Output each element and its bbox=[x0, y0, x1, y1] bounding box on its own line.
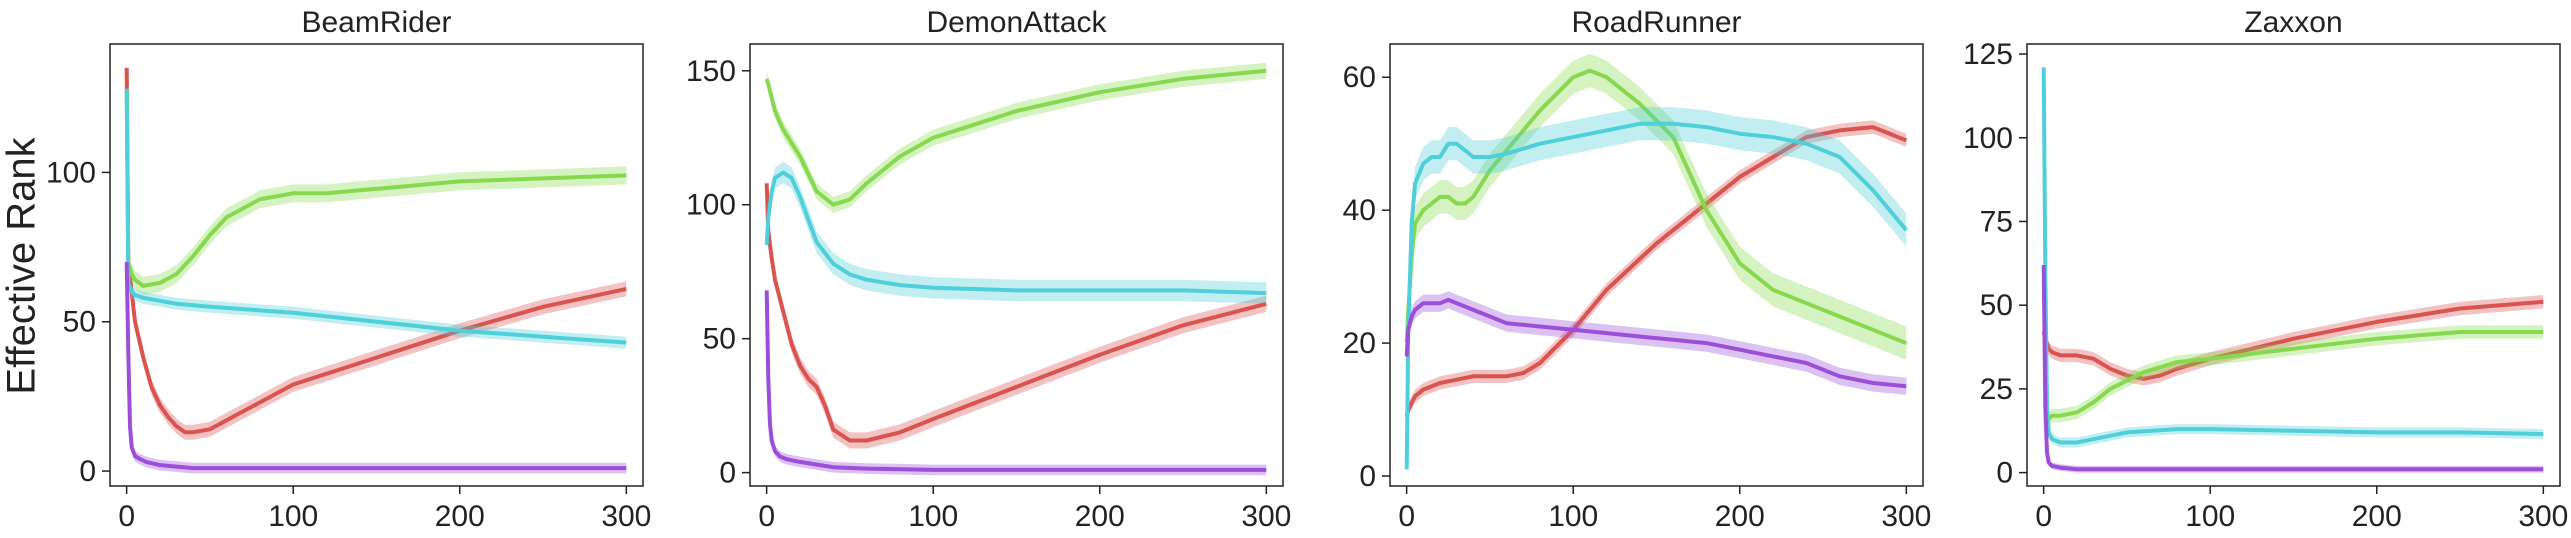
x-tick-label: 300 bbox=[601, 500, 651, 533]
y-tick-label: 0 bbox=[1996, 457, 2013, 490]
x-tick-label: 100 bbox=[268, 500, 318, 533]
axes-frame-zaxxon bbox=[2027, 44, 2560, 486]
series-line-red bbox=[767, 183, 1267, 440]
series-line-green bbox=[127, 89, 627, 286]
x-tick-label: 100 bbox=[1548, 500, 1598, 533]
x-tick-label: 200 bbox=[2352, 500, 2402, 533]
x-tick-label: 0 bbox=[2035, 500, 2052, 533]
x-tick-label: 0 bbox=[1398, 500, 1415, 533]
y-tick-label: 40 bbox=[1343, 194, 1376, 227]
x-tick-label: 100 bbox=[908, 500, 958, 533]
chart-title-roadrunner: RoadRunner bbox=[1571, 6, 1741, 39]
series-group-beamrider bbox=[127, 60, 627, 473]
y-tick-label: 100 bbox=[686, 189, 736, 222]
series-band-purple bbox=[127, 257, 627, 474]
y-tick-label: 0 bbox=[79, 455, 96, 488]
y-tick-label: 0 bbox=[719, 457, 736, 490]
chart-demonattack: DemonAttack 0 100 200 300 0 50 100 150 bbox=[686, 6, 1291, 533]
series-group-zaxxon bbox=[2044, 62, 2544, 472]
x-tick-label: 300 bbox=[1241, 500, 1291, 533]
y-tick-label: 50 bbox=[703, 323, 736, 356]
x-tick-label: 100 bbox=[2185, 500, 2235, 533]
y-axis-label: Effective Rank bbox=[0, 137, 45, 394]
series-band-red bbox=[767, 175, 1267, 448]
y-tick-label: 25 bbox=[1980, 373, 2013, 406]
x-tick-label: 200 bbox=[435, 500, 485, 533]
x-tick-label: 200 bbox=[1715, 500, 1765, 533]
y-tick-label: 0 bbox=[1359, 460, 1376, 493]
series-band-cyan bbox=[767, 162, 1267, 304]
y-tick-label: 75 bbox=[1980, 205, 2013, 238]
series-band-cyan bbox=[1407, 107, 1907, 486]
x-tick-label: 0 bbox=[758, 500, 775, 533]
series-group-demonattack bbox=[767, 63, 1267, 476]
x-tick-label: 200 bbox=[1075, 500, 1125, 533]
y-tick-label: 125 bbox=[1963, 38, 2013, 71]
y-tick-label: 100 bbox=[1963, 122, 2013, 155]
chart-zaxxon: Zaxxon 0 100 200 300 0 25 50 75 100 125 bbox=[1963, 6, 2568, 533]
y-tick-label: 20 bbox=[1343, 327, 1376, 360]
chart-title-demonattack: DemonAttack bbox=[926, 6, 1107, 39]
x-tick-label: 0 bbox=[118, 500, 135, 533]
chart-title-zaxxon: Zaxxon bbox=[2244, 6, 2342, 39]
y-tick-label: 150 bbox=[686, 55, 736, 88]
series-group-roadrunner bbox=[1407, 54, 1907, 486]
y-tick-label: 60 bbox=[1343, 61, 1376, 94]
y-axis-label-container: Effective Rank bbox=[0, 0, 60, 533]
chart-roadrunner: RoadRunner 0 100 200 300 0 20 40 60 bbox=[1343, 6, 1932, 533]
series-band-green bbox=[767, 63, 1267, 213]
x-tick-label: 300 bbox=[2518, 500, 2568, 533]
y-tick-label: 50 bbox=[1980, 289, 2013, 322]
x-tick-label: 300 bbox=[1881, 500, 1931, 533]
series-line-green bbox=[767, 71, 1267, 205]
chart-title-beamrider: BeamRider bbox=[301, 6, 451, 39]
y-tick-label: 50 bbox=[63, 306, 96, 339]
